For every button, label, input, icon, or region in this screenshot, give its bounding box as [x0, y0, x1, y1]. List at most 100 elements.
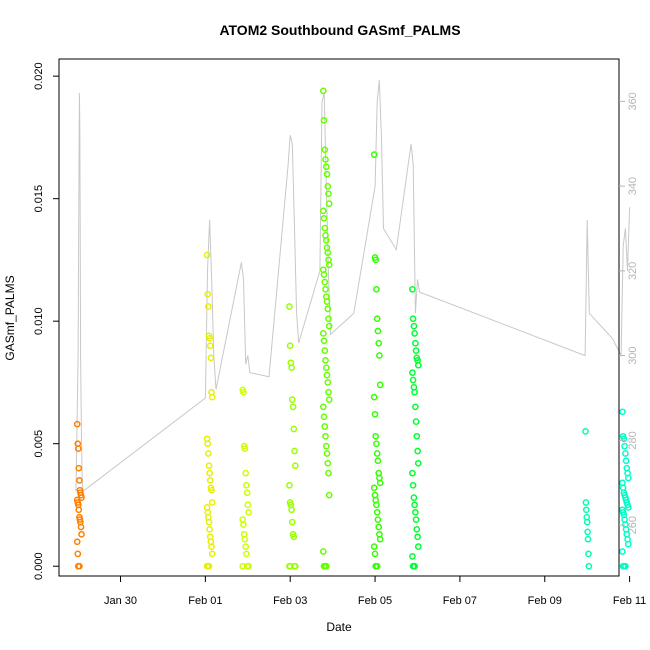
data-point [73, 420, 81, 428]
data-point [320, 271, 328, 278]
data-point [320, 337, 328, 345]
data-point [622, 450, 629, 457]
data-point [414, 361, 422, 369]
data-point [370, 484, 378, 492]
data-point [373, 501, 380, 509]
data-point [323, 170, 331, 178]
data-point [205, 462, 213, 470]
data-point [207, 354, 215, 362]
x-axis-label: Date [326, 620, 352, 634]
data-point [414, 447, 421, 455]
data-point [412, 508, 419, 516]
data-point [411, 330, 418, 337]
data-point [373, 508, 381, 516]
x-tick-label: Jan 30 [104, 595, 137, 607]
data-point [204, 450, 212, 457]
data-point [322, 357, 329, 364]
data-point [323, 298, 331, 305]
series-flight-4 [286, 303, 299, 570]
data-point [412, 339, 419, 347]
data-point [320, 413, 328, 421]
y-tick-label: 0.005 [33, 430, 45, 458]
data-point [411, 562, 418, 570]
data-point [322, 163, 330, 171]
data-point [325, 491, 333, 499]
data-point [322, 156, 329, 163]
x-tick-label: Feb 11 [613, 595, 646, 607]
data-point [585, 562, 593, 570]
series-flight-3 [239, 386, 252, 570]
data-point [204, 440, 212, 448]
data-point [204, 303, 212, 310]
series-flight-9 [619, 408, 632, 570]
data-point [319, 330, 327, 337]
data-point [78, 530, 85, 538]
data-point [409, 315, 417, 323]
data-point [208, 393, 216, 401]
data-point [373, 440, 380, 448]
data-point [319, 548, 327, 555]
data-point [409, 369, 416, 376]
data-point [413, 432, 421, 440]
data-point [206, 342, 214, 350]
data-point [582, 499, 590, 506]
x-tick-label: Feb 03 [273, 595, 307, 607]
data-point [319, 403, 327, 411]
data-point [370, 393, 378, 401]
series-flight-1 [73, 420, 85, 570]
data-point [584, 535, 592, 543]
data-point [374, 516, 382, 523]
data-point [585, 550, 592, 558]
data-point [245, 508, 252, 516]
y-axis: 0.000 0.005 0.010 0.015 0.020 [33, 62, 59, 580]
data-point [290, 533, 298, 541]
data-point [410, 494, 418, 501]
x-tick-label: Feb 05 [358, 595, 392, 607]
data-point [289, 403, 297, 411]
data-point [206, 334, 213, 342]
y2-tick-label: 260 [627, 516, 639, 534]
series-flight-7 [409, 285, 422, 570]
x-tick-label: Feb 01 [188, 595, 222, 607]
data-point [319, 87, 327, 95]
data-point [321, 224, 329, 232]
data-point [371, 550, 379, 558]
data-point [205, 518, 213, 526]
data-point [76, 477, 83, 484]
data-point [323, 371, 331, 379]
data-point [373, 450, 381, 457]
data-point [319, 207, 327, 215]
data-point [373, 562, 381, 570]
data-point [376, 535, 384, 543]
data-point [74, 445, 82, 452]
data-point [411, 501, 418, 509]
data-point [412, 403, 419, 411]
data-point [374, 457, 382, 465]
data-point [240, 388, 247, 396]
data-point [77, 523, 85, 531]
data-point [619, 408, 626, 416]
data-point [624, 540, 632, 548]
data-point [286, 342, 294, 350]
data-point [413, 526, 421, 533]
data-point [376, 479, 384, 487]
data-point [409, 553, 416, 560]
data-point [325, 396, 333, 403]
data-point [375, 523, 383, 531]
data-point [320, 116, 328, 124]
data-point [325, 190, 332, 198]
data-point [76, 562, 83, 570]
data-point [208, 550, 216, 558]
data-point [75, 506, 83, 514]
data-point [622, 457, 630, 465]
data-point [208, 486, 215, 494]
data-point [582, 428, 589, 435]
data-point [322, 442, 330, 450]
data-point [372, 256, 380, 264]
y-tick-label: 0.015 [33, 185, 45, 213]
data-point [288, 364, 295, 372]
data-point [376, 381, 384, 389]
data-point [584, 528, 591, 536]
data-point [370, 543, 378, 550]
